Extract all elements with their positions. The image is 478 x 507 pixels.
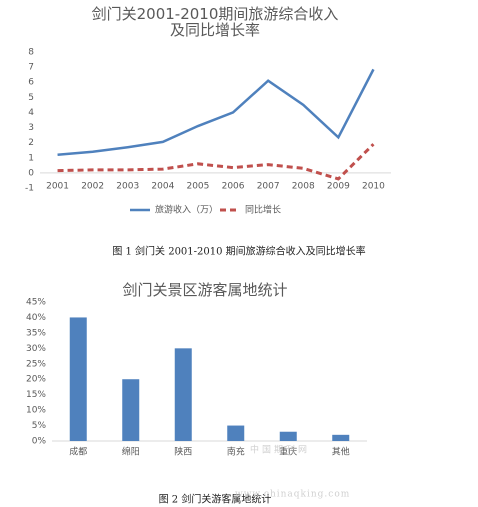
x-tick-label: 2007 (257, 182, 280, 192)
caption: 图 1 剑门关 2001-2010 期间旅游综合收入及同比增长率 (112, 245, 365, 258)
y-tick-label: 35% (26, 328, 46, 338)
x-tick-label: 2008 (292, 182, 315, 192)
legend-label: 旅游收入（万） (155, 204, 218, 216)
x-tick-label: 重庆 (279, 446, 297, 458)
bar (122, 379, 140, 441)
y-tick-label: 0% (32, 437, 47, 447)
x-tick-label: 2004 (151, 182, 174, 192)
x-tick-label: 2001 (46, 182, 69, 192)
chart-title: 剑门关景区游客属地统计 (122, 281, 287, 299)
x-tick-label: 2005 (186, 182, 209, 192)
bar (279, 431, 297, 441)
y-tick-label: 5% (32, 421, 47, 431)
y-tick-label: 0 (28, 168, 34, 178)
x-tick-label: 陕西 (174, 446, 192, 458)
y-tick-label: 5 (28, 93, 34, 103)
y-tick-label: 15% (26, 390, 46, 400)
y-tick-label: -1 (25, 184, 34, 194)
bar (332, 434, 350, 441)
x-tick-label: 2009 (327, 182, 350, 192)
y-tick-label: 40% (26, 313, 46, 323)
chart-title: 剑门关2001-2010期间旅游综合收入及同比增长率 (92, 5, 339, 39)
line-series (57, 68, 375, 157)
y-tick-label: 8 (28, 48, 34, 58)
x-tick-label: 南充 (227, 446, 245, 458)
x-tick-label: 成都 (69, 446, 87, 458)
bar (69, 317, 87, 441)
y-tick-label: 10% (26, 406, 46, 416)
bar (227, 425, 245, 441)
x-tick-label: 2006 (222, 182, 245, 192)
y-tick-label: 4 (28, 108, 34, 118)
y-tick-label: 3 (28, 123, 34, 133)
watermark: 中国期刊网 (250, 444, 310, 456)
y-tick-label: 45% (26, 298, 46, 308)
x-tick-label: 绵阳 (122, 446, 140, 458)
caption: 图 2 剑门关游客属地统计 (159, 493, 272, 506)
y-tick-label: 1 (28, 153, 34, 163)
y-tick-label: 30% (26, 344, 46, 354)
y-tick-label: 7 (28, 63, 34, 73)
legend-label: 同比增长 (245, 204, 281, 216)
bar (174, 348, 192, 441)
x-tick-label: 2003 (116, 182, 139, 192)
line-series (57, 143, 375, 181)
y-tick-label: 6 (28, 78, 34, 88)
x-tick-label: 2010 (362, 182, 385, 192)
x-tick-label: 2002 (81, 182, 104, 192)
y-tick-label: 25% (26, 359, 46, 369)
x-tick-label: 其他 (332, 446, 350, 458)
y-tick-label: 2 (28, 138, 34, 148)
y-tick-label: 20% (26, 375, 46, 385)
watermark: www.chinaqking.com (235, 490, 350, 500)
